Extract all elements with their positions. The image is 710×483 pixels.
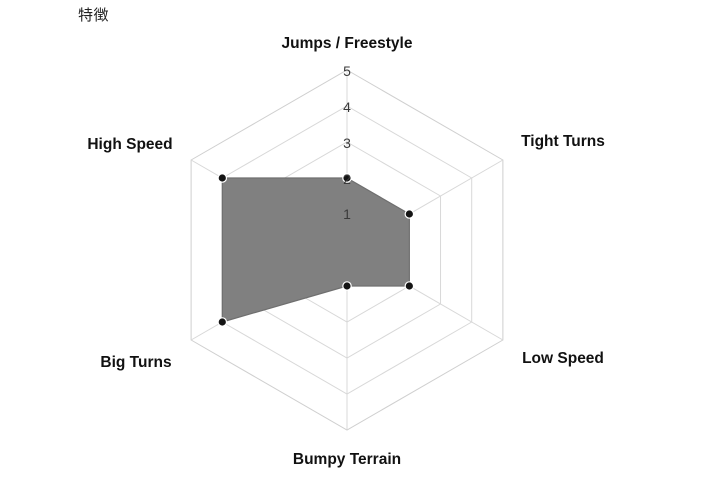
data-point-marker	[217, 317, 228, 327]
axis-label-low-speed: Low Speed	[522, 350, 604, 367]
radar-data-markers	[217, 173, 415, 327]
data-point-marker	[342, 281, 352, 291]
radar-data-polygon	[221, 177, 410, 323]
data-point-marker	[404, 209, 415, 219]
chart-title: 特徴	[78, 7, 110, 24]
axis-label-high-speed: High Speed	[87, 136, 173, 153]
data-point-marker	[342, 173, 352, 183]
data-point-marker	[404, 281, 415, 291]
axis-label-bumpy-terrain: Bumpy Terrain	[292, 451, 402, 468]
axis-label-big-turns: Big Turns	[100, 354, 172, 371]
axis-label-jumps-freestyle: Jumps / Freestyle	[281, 35, 413, 52]
data-point-marker	[217, 173, 228, 183]
axis-label-tight-turns: Tight Turns	[521, 133, 605, 150]
